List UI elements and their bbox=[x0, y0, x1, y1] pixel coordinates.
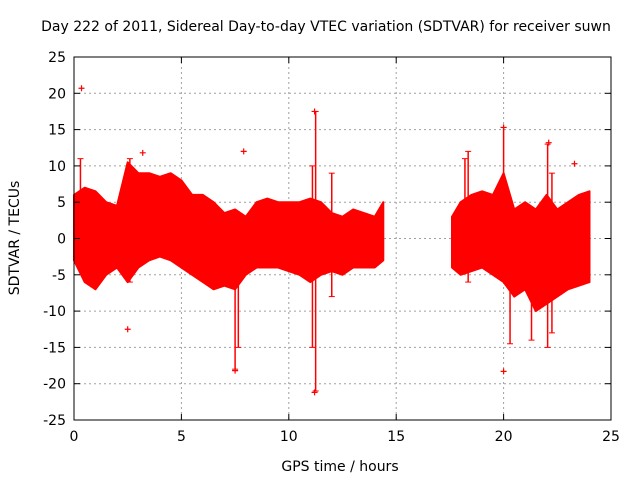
data-point bbox=[571, 160, 578, 167]
data-point bbox=[500, 368, 507, 375]
x-tick-label: 5 bbox=[177, 429, 186, 445]
y-tick-label: -15 bbox=[43, 340, 66, 356]
chart-title: Day 222 of 2011, Sidereal Day-to-day VTE… bbox=[41, 19, 611, 35]
data-band-2 bbox=[451, 172, 591, 313]
data-point bbox=[232, 367, 239, 374]
y-tick-label: -25 bbox=[43, 413, 66, 429]
x-axis: 0 5 10 15 20 25 bbox=[70, 57, 620, 445]
data-point bbox=[124, 326, 131, 333]
y-tick-label: 0 bbox=[57, 232, 66, 248]
data-point bbox=[78, 85, 85, 92]
data-band-1 bbox=[73, 161, 385, 291]
y-tick-label: 20 bbox=[48, 86, 66, 102]
data-point bbox=[240, 148, 247, 155]
data-points bbox=[73, 85, 591, 396]
data-point bbox=[500, 124, 507, 131]
y-tick-label: 10 bbox=[48, 159, 66, 175]
y-tick-label: 25 bbox=[48, 50, 66, 66]
y-tick-label: 15 bbox=[48, 123, 66, 139]
x-tick-label: 10 bbox=[280, 429, 298, 445]
y-axis: -25 -20 -15 -10 -5 0 5 10 15 20 25 bbox=[43, 50, 611, 429]
x-axis-label: GPS time / hours bbox=[281, 459, 398, 475]
y-axis-label: SDTVAR / TECUs bbox=[7, 181, 23, 296]
data-point bbox=[311, 108, 318, 115]
x-tick-label: 25 bbox=[602, 429, 620, 445]
y-tick-label: -10 bbox=[43, 304, 66, 320]
data-point bbox=[139, 149, 146, 156]
y-tick-label: -20 bbox=[43, 377, 66, 393]
y-tick-label: 5 bbox=[57, 195, 66, 211]
data-point bbox=[311, 389, 318, 396]
x-tick-label: 15 bbox=[387, 429, 405, 445]
y-tick-label: -5 bbox=[52, 268, 66, 284]
x-tick-label: 0 bbox=[70, 429, 79, 445]
data-point bbox=[545, 139, 552, 146]
x-tick-label: 20 bbox=[495, 429, 513, 445]
